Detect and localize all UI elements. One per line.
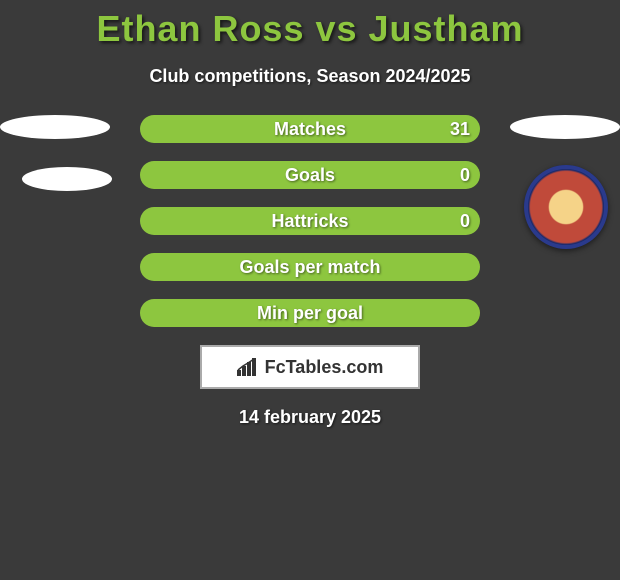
placeholder-shape [22, 167, 112, 191]
stat-label: Goals [140, 161, 480, 189]
stat-row: Hattricks0 [140, 207, 480, 235]
left-player-placeholder [0, 115, 112, 219]
stat-row: Goals0 [140, 161, 480, 189]
stat-bars: Matches31Goals0Hattricks0Goals per match… [140, 115, 480, 327]
stat-value: 31 [450, 115, 470, 143]
chart-icon [237, 358, 259, 376]
stat-label: Goals per match [140, 253, 480, 281]
stat-row: Goals per match [140, 253, 480, 281]
page-title: Ethan Ross vs Justham [0, 0, 620, 50]
placeholder-shape [0, 115, 110, 139]
brand-text: FcTables.com [265, 357, 384, 378]
date-text: 14 february 2025 [0, 407, 620, 428]
stat-label: Matches [140, 115, 480, 143]
brand-logo[interactable]: FcTables.com [200, 345, 420, 389]
stat-value: 0 [460, 207, 470, 235]
stat-value: 0 [460, 161, 470, 189]
comparison-content: Matches31Goals0Hattricks0Goals per match… [0, 115, 620, 327]
subtitle: Club competitions, Season 2024/2025 [0, 66, 620, 87]
stat-row: Min per goal [140, 299, 480, 327]
stat-label: Min per goal [140, 299, 480, 327]
stat-label: Hattricks [140, 207, 480, 235]
placeholder-shape [510, 115, 620, 139]
stat-row: Matches31 [140, 115, 480, 143]
club-badge [524, 165, 608, 249]
right-player-placeholder [510, 115, 620, 167]
